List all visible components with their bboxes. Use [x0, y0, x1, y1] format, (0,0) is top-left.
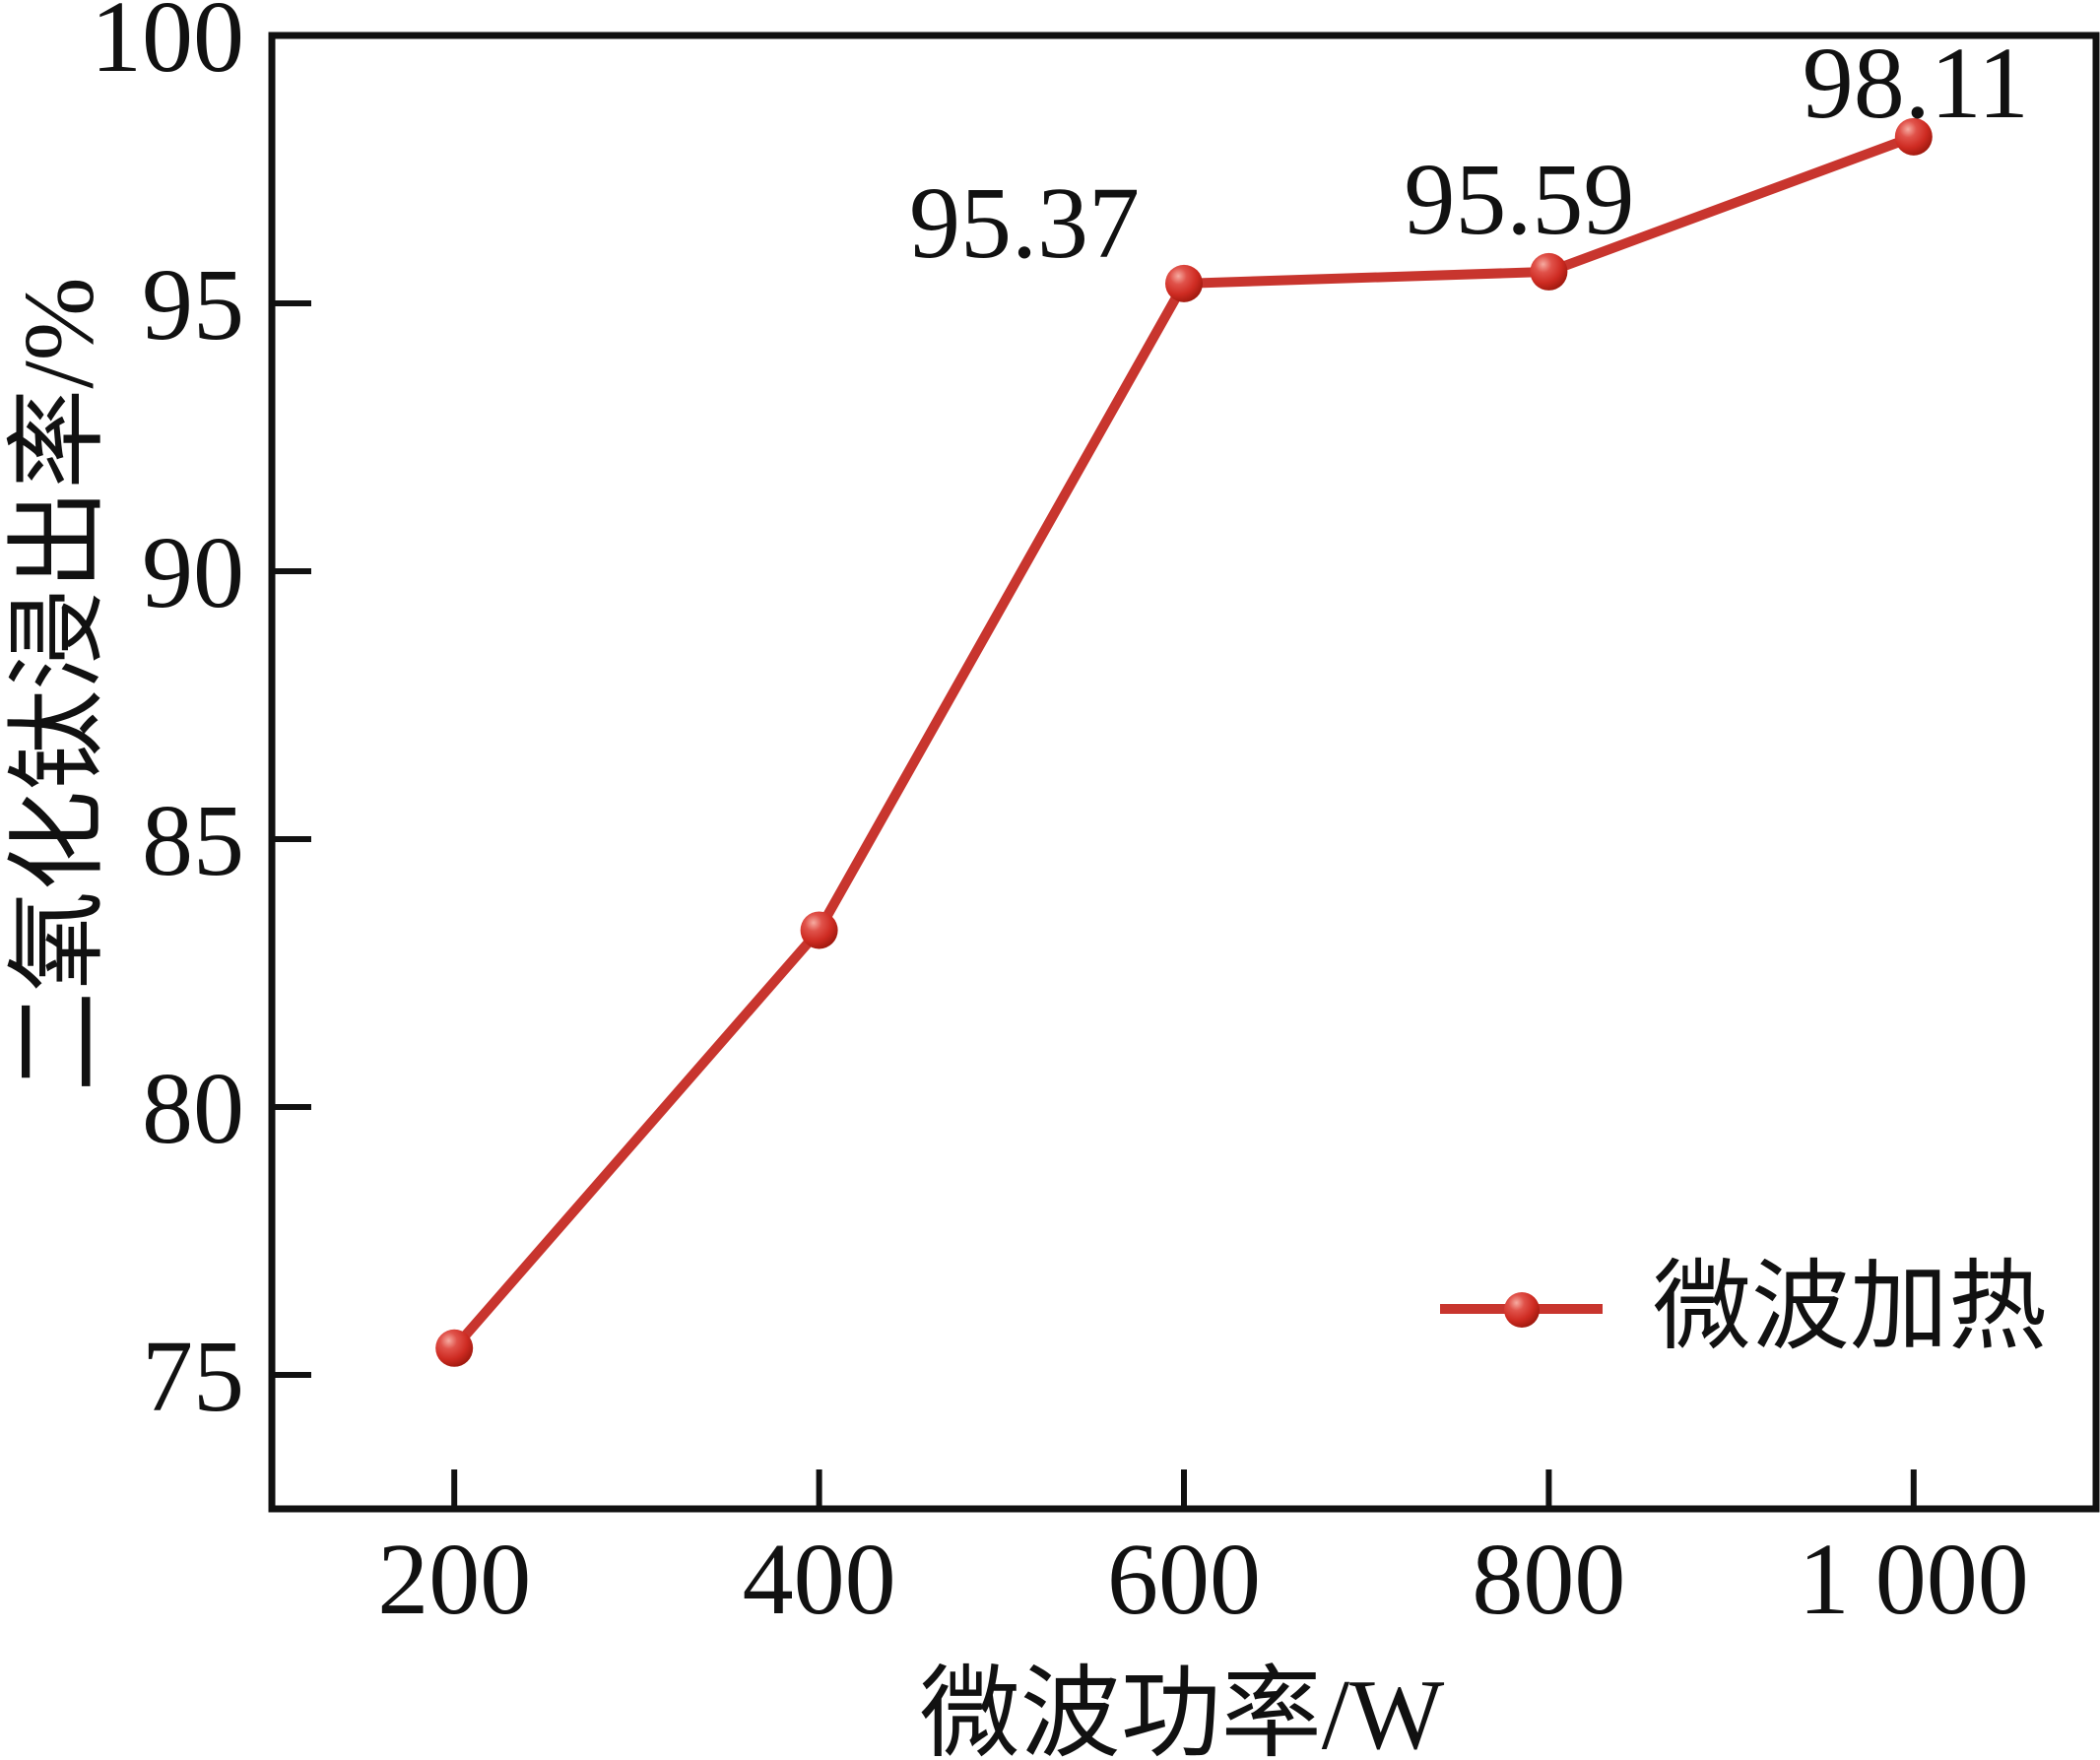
y-tick-label: 75: [142, 1320, 244, 1433]
y-tick-label: 100: [91, 0, 244, 94]
y-tick-label: 90: [142, 516, 244, 629]
y-axis-ticks: 75 80 85 90 95 100: [91, 0, 311, 1433]
x-axis-ticks: 200 400 600 800 1 000: [377, 1469, 2029, 1636]
series-microwave-heating: [435, 117, 1933, 1367]
legend: 微波加热: [1440, 1253, 2047, 1362]
y-axis-title: 二氧化钛浸出率/%: [4, 277, 115, 1091]
x-tick-label: 600: [1107, 1523, 1261, 1636]
x-axis-title: 微波功率/W: [920, 1660, 1445, 1760]
y-tick-label: 95: [142, 248, 244, 361]
data-point: [1530, 252, 1568, 291]
series-line: [449, 131, 1919, 1353]
data-point: [800, 911, 838, 949]
y-tick-label: 80: [142, 1052, 244, 1165]
x-tick-label: 1 000: [1799, 1523, 2029, 1636]
x-tick-label: 400: [743, 1523, 896, 1636]
y-tick-label: 85: [142, 784, 244, 897]
data-point: [435, 1329, 474, 1367]
data-point: [1894, 117, 1933, 156]
point-value-label: 95.37: [909, 166, 1140, 280]
legend-label: 微波加热: [1653, 1253, 2047, 1362]
legend-marker-point: [1504, 1292, 1540, 1328]
point-value-label: 95.59: [1404, 143, 1634, 256]
data-point: [1165, 264, 1203, 302]
x-tick-label: 800: [1472, 1523, 1625, 1636]
point-labels: 95.37 95.59 98.11: [909, 27, 2029, 280]
x-tick-label: 200: [377, 1523, 531, 1636]
point-value-label: 98.11: [1803, 27, 2029, 140]
